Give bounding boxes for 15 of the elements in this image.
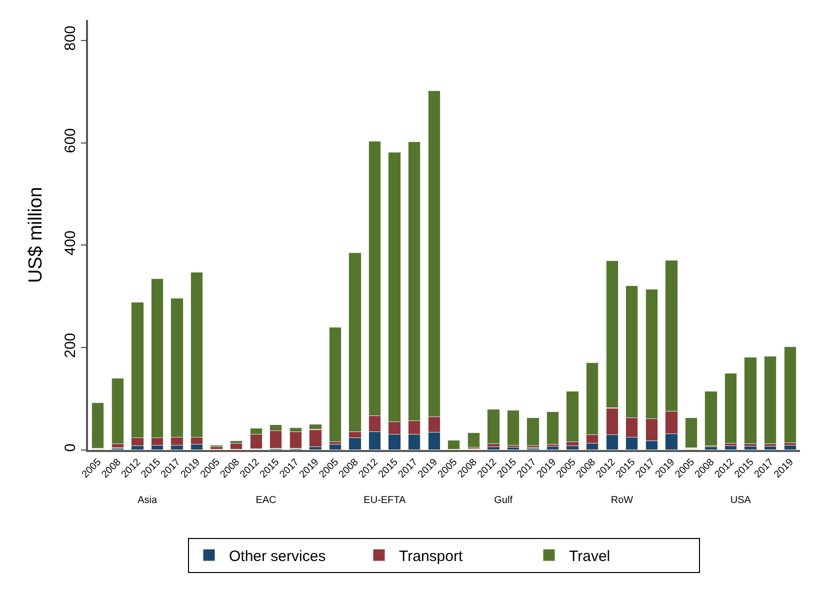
text: RoW	[610, 494, 634, 506]
y-tick-label: 800	[62, 26, 79, 51]
y-tick-label: 400	[62, 230, 79, 256]
text: USA	[730, 494, 752, 506]
y-axis-title: US$ million	[25, 186, 46, 284]
text: Gulf	[494, 494, 513, 506]
text: EAC	[256, 494, 276, 506]
legend-label: Transport	[399, 548, 464, 565]
y-tick-label: 600	[62, 128, 79, 154]
legend-label: Other services	[229, 548, 326, 565]
text: EU-EFTA	[364, 494, 406, 506]
legend-label: Travel	[569, 548, 610, 565]
y-tick-label: 200	[62, 332, 79, 358]
y-tick-label: 0	[62, 444, 79, 452]
text: Asia	[138, 494, 158, 506]
